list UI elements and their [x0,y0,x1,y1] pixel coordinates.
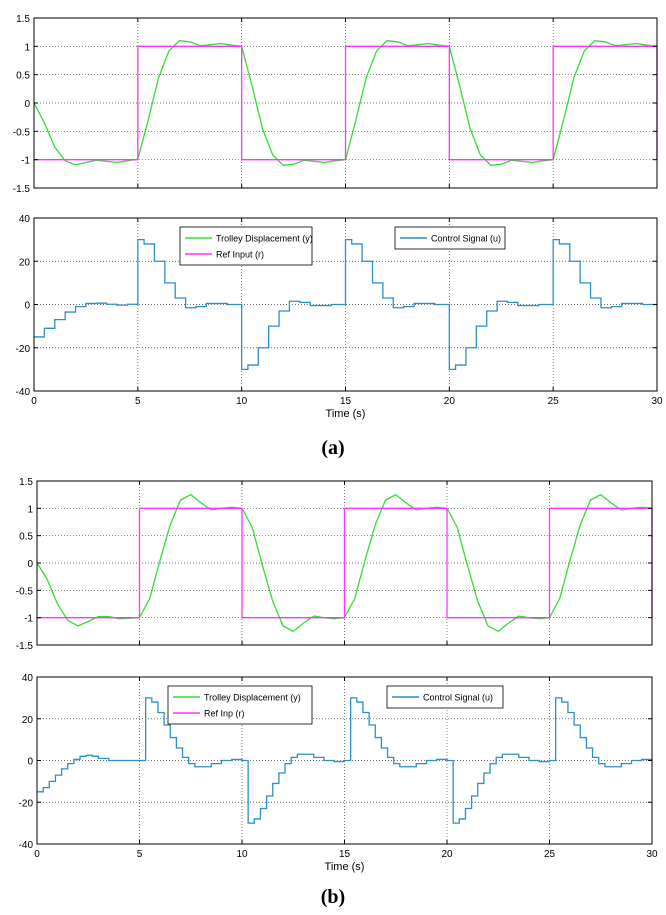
x-tick-label: 0 [31,396,37,407]
series-line-1 [34,45,658,161]
y-tick-label: 20 [22,715,34,726]
y-tick-label: 0.5 [19,532,33,543]
legend-box [179,226,313,266]
legend-label: Ref Inp (r) [204,709,245,719]
x-tick-label: 10 [236,396,248,407]
x-axis-label: Time (s) [326,408,366,420]
subplot-0: -1.5 -1 -0.5 0 0.5 1 1.5 [13,14,658,195]
x-tick-label: 20 [441,849,453,860]
legend-label: Trolley Displacement (y) [216,234,313,244]
x-tick-label: 5 [137,849,143,860]
series-line-0 [37,697,653,824]
y-tick-label: -20 [19,798,34,809]
y-tick-label: 40 [19,214,31,225]
y-tick-label: 1.5 [16,14,30,25]
legend-right: Control Signal (u) [386,685,504,709]
y-tick-label: 0 [27,559,33,570]
x-tick-label: 15 [339,849,351,860]
series-line-1 [37,507,653,619]
subplot-2: -1.5 -1 -0.5 0 0.5 1 1.5 [16,477,653,652]
y-tick-label: -1.5 [16,641,34,652]
x-axis-label: Time (s) [325,861,365,873]
y-tick-label: -1.5 [13,184,31,195]
legend-label: Control Signal (u) [423,693,493,703]
y-tick-label: 0 [27,757,33,768]
legend-label: Ref Input (r) [216,250,264,260]
x-tick-label: 15 [340,396,352,407]
y-tick-label: -40 [19,840,34,851]
y-tick-label: 0.5 [16,71,30,82]
x-tick-label: 0 [34,849,40,860]
legend-box [394,226,506,250]
y-tick-label: -20 [16,344,31,355]
legend-left: Trolley Displacement (y) Ref Inp (r) [167,685,313,725]
y-tick-label: 1 [27,504,33,515]
subplot-3: -40 -20 0 20 40 0 5 10 15 20 25 30 Time (s) Trolley D… [19,673,658,873]
y-tick-label: -0.5 [16,586,34,597]
x-tick-label: 30 [646,849,658,860]
legend-box [386,685,504,709]
subplot-1: -40 -20 0 20 40 0 5 10 15 20 25 30 Time (s) Trolley D… [16,214,663,420]
legend-label: Control Signal (u) [431,234,501,244]
y-tick-label: -1 [21,156,30,167]
x-tick-label: 10 [236,849,248,860]
series-line-0 [34,238,657,371]
x-tick-label: 5 [135,396,141,407]
y-tick-label: 0 [24,301,30,312]
x-tick-label: 25 [544,849,556,860]
panel-label-b: (b) [320,886,346,908]
legend-right: Control Signal (u) [394,226,506,250]
legend-label: Trolley Displacement (y) [204,693,301,703]
legend-box [167,685,313,725]
y-tick-label: 1 [24,42,30,53]
y-tick-label: 0 [24,99,30,110]
x-tick-label: 30 [651,396,663,407]
panel-label-a: (a) [321,437,345,459]
y-tick-label: 40 [22,673,34,684]
y-tick-label: -40 [16,387,31,398]
y-tick-label: -0.5 [13,127,31,138]
y-tick-label: 20 [19,257,31,268]
legend-left: Trolley Displacement (y) Ref Input (r) [179,226,313,266]
y-tick-label: -1 [24,614,33,625]
y-tick-label: 1.5 [19,477,33,488]
x-tick-label: 25 [548,396,560,407]
x-tick-label: 20 [444,396,456,407]
